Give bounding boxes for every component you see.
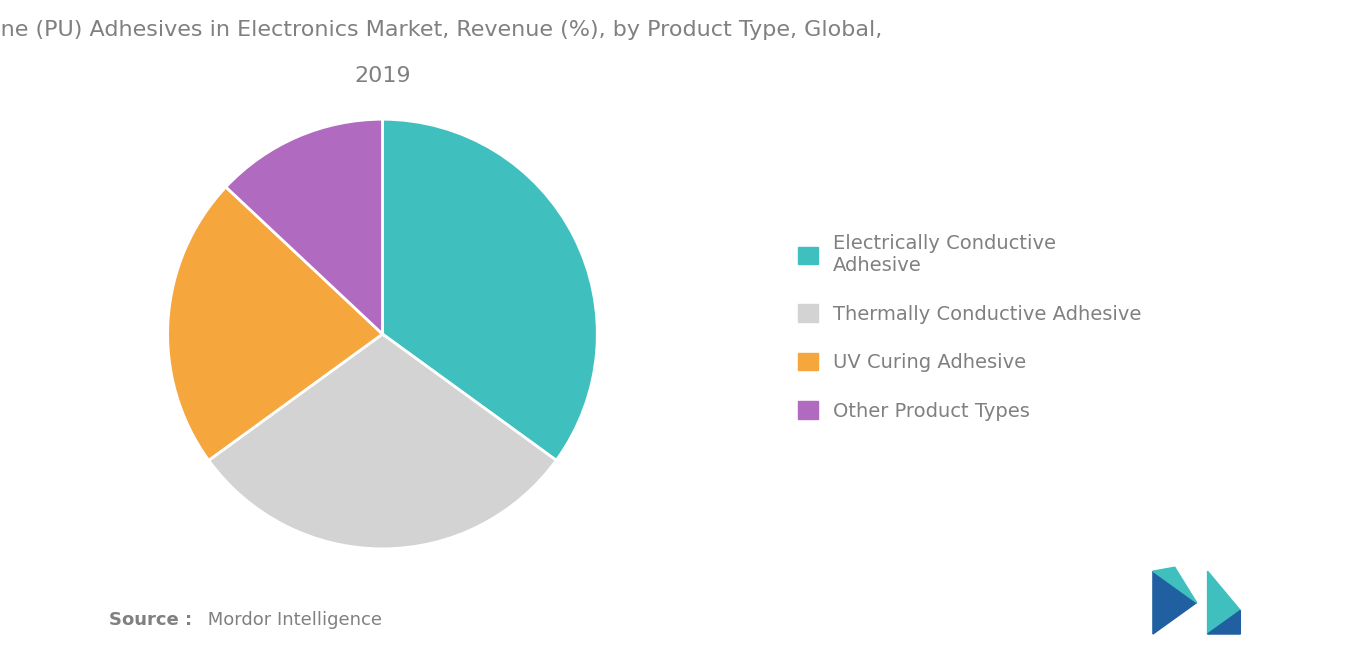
Polygon shape [1208,571,1240,634]
Text: Polyurethane (PU) Adhesives in Electronics Market, Revenue (%), by Product Type,: Polyurethane (PU) Adhesives in Electroni… [0,20,882,40]
Polygon shape [1153,571,1197,634]
Wedge shape [209,334,556,549]
Wedge shape [168,187,382,460]
Wedge shape [382,119,597,460]
Text: Mordor Intelligence: Mordor Intelligence [202,611,382,629]
Polygon shape [1153,567,1197,603]
Text: 2019: 2019 [354,66,411,86]
Text: Source :: Source : [109,611,193,629]
Polygon shape [1208,610,1240,634]
Legend: Electrically Conductive
Adhesive, Thermally Conductive Adhesive, UV Curing Adhes: Electrically Conductive Adhesive, Therma… [788,225,1152,430]
Wedge shape [225,119,382,334]
